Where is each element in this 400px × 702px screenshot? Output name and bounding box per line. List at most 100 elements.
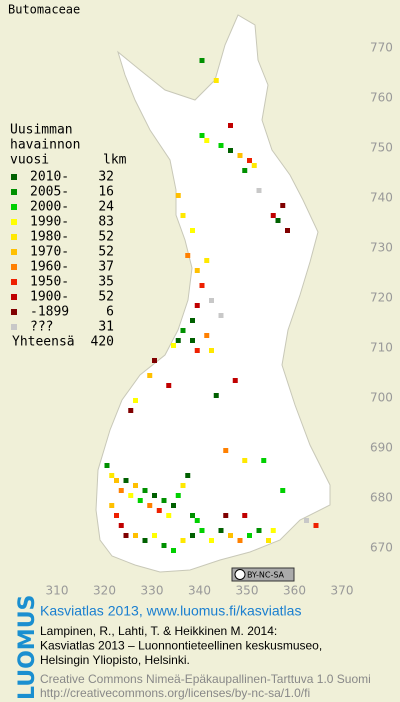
y-tick-label: 750: [370, 141, 393, 155]
cc-icon: [234, 569, 246, 580]
record-square: [185, 253, 191, 258]
y-tick-label: 710: [370, 341, 393, 355]
record-square: [199, 283, 205, 288]
record-square: [313, 523, 319, 528]
legend-count: 37: [98, 260, 114, 275]
total-count: 420: [91, 335, 114, 350]
record-square: [180, 538, 186, 543]
record-square: [285, 228, 290, 233]
finland-outline: [95, 14, 331, 573]
legend-count: 35: [98, 275, 114, 290]
legend-swatch: [11, 204, 17, 210]
legend-swatch: [11, 234, 17, 240]
record-square: [194, 303, 200, 308]
record-square: [247, 533, 252, 538]
citation-line: Helsingin Yliopisto, Helsinki.: [40, 653, 190, 667]
record-square: [123, 533, 129, 538]
record-square: [228, 148, 233, 153]
record-square: [204, 333, 210, 338]
record-square: [213, 78, 219, 83]
legend-swatch: [11, 324, 17, 330]
record-square: [147, 373, 153, 378]
record-square: [209, 298, 214, 303]
logo: LUOMUS: [15, 595, 40, 700]
citation-line: Lampinen, R., Lahti, T. & Heikkinen M. 2…: [40, 624, 277, 638]
legend-count: 6: [106, 305, 114, 320]
x-tick-label: 320: [93, 584, 116, 598]
record-square: [251, 163, 257, 168]
record-square: [104, 463, 110, 468]
legend-header: vuosi: [10, 153, 49, 168]
record-square: [209, 348, 214, 353]
link: Kasviatlas 2013, www.luomus.fi/kasviatla…: [40, 603, 301, 619]
record-square: [152, 358, 157, 363]
legend-label: ???: [30, 320, 53, 335]
legend-count: 52: [98, 230, 114, 245]
legend-count: 24: [98, 200, 114, 215]
record-square: [280, 488, 286, 493]
legend-label: 1900-: [30, 290, 69, 305]
citation-line: Kasviatlas 2013 – Luonnontieteellinen ke…: [40, 639, 322, 653]
record-square: [171, 548, 176, 553]
y-tick-label: 730: [370, 241, 393, 255]
record-square: [194, 268, 200, 273]
record-square: [223, 448, 229, 453]
record-square: [142, 488, 148, 493]
record-square: [218, 528, 224, 533]
legend-swatch: [11, 279, 17, 285]
record-square: [228, 123, 233, 128]
record-square: [175, 493, 181, 498]
license-line: http://creativecommons.org/licenses/by-n…: [40, 686, 310, 700]
license-line: Creative Commons Nimeä-Epäkaupallinen-Ta…: [40, 672, 371, 686]
legend-count: 31: [98, 320, 114, 335]
record-square: [156, 508, 162, 513]
record-square: [213, 393, 219, 398]
y-tick-label: 770: [370, 41, 393, 55]
x-tick-label: 360: [283, 584, 306, 598]
record-square: [118, 523, 124, 528]
record-square: [118, 488, 124, 493]
legend-count: 52: [98, 290, 114, 305]
record-square: [275, 218, 281, 223]
cc-badge-text: BY-NC-SA: [247, 571, 285, 580]
legend-label: 1980-: [30, 230, 69, 245]
record-square: [166, 383, 172, 388]
record-square: [204, 258, 210, 263]
legend-label: 2010-: [30, 170, 69, 185]
count-header: lkm: [103, 153, 127, 168]
legend-label: 1950-: [30, 275, 69, 290]
record-square: [242, 513, 248, 518]
map: 310 320 330 340 350 360 370 770 760 750 740 730 720 7…: [46, 41, 393, 598]
record-square: [270, 528, 276, 533]
record-square: [161, 543, 167, 548]
record-square: [304, 518, 309, 523]
x-tick-label: 370: [331, 584, 354, 598]
record-square: [261, 458, 267, 463]
record-square: [166, 513, 172, 518]
record-square: [175, 338, 181, 343]
legend-header: Uusimman: [10, 123, 73, 138]
legend-label: 1960-: [30, 260, 69, 275]
record-square: [133, 483, 138, 488]
record-square: [247, 158, 252, 163]
record-square: [128, 493, 134, 498]
legend-label: 2005-: [30, 185, 69, 200]
legend-count: 32: [98, 170, 114, 185]
record-square: [161, 498, 167, 503]
record-square: [171, 503, 176, 508]
legend-label: 1970-: [30, 245, 69, 260]
legend-swatch: [11, 174, 17, 180]
footer: Lampinen, R., Lahti, T. & Heikkinen M. 2…: [40, 624, 371, 700]
record-square: [133, 398, 138, 403]
legend-label: -1899: [30, 305, 69, 320]
legend-count: 16: [98, 185, 114, 200]
y-tick-label: 760: [370, 91, 393, 105]
y-tick-label: 680: [370, 491, 393, 505]
record-square: [237, 538, 243, 543]
record-square: [109, 473, 115, 478]
record-square: [280, 203, 286, 208]
x-tick-label: 350: [236, 584, 259, 598]
record-square: [190, 513, 195, 518]
